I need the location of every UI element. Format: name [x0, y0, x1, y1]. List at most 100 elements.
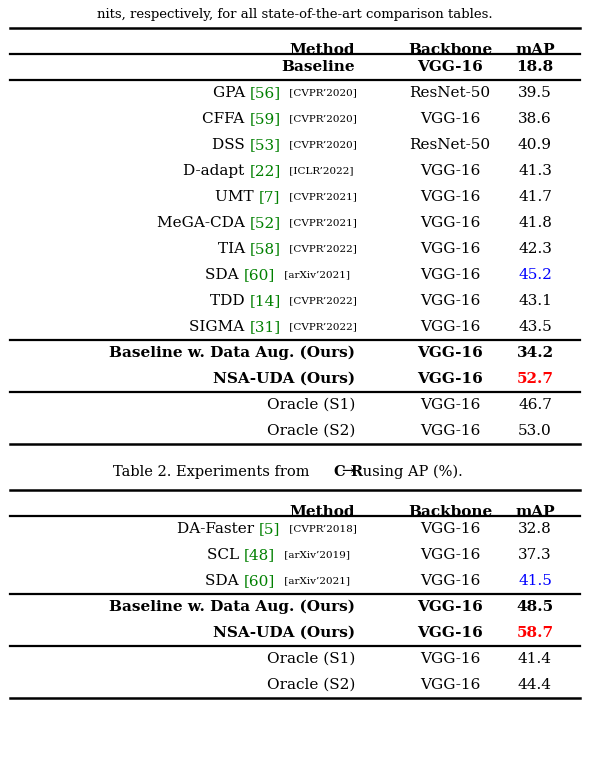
Text: Baseline: Baseline: [281, 60, 355, 74]
Text: 41.5: 41.5: [518, 574, 552, 588]
Text: VGG-16: VGG-16: [420, 294, 480, 308]
Text: Backbone: Backbone: [408, 43, 492, 57]
Text: Baseline w. Data Aug. (Ours): Baseline w. Data Aug. (Ours): [109, 346, 355, 360]
Text: 43.1: 43.1: [518, 294, 552, 308]
Text: [CVPR’2020]: [CVPR’2020]: [286, 115, 357, 123]
Text: TIA: TIA: [218, 242, 250, 256]
Text: DA-Faster: DA-Faster: [177, 522, 259, 536]
Text: [60]: [60]: [244, 574, 275, 588]
Text: [CVPR’2021]: [CVPR’2021]: [286, 192, 357, 201]
Text: C: C: [333, 465, 345, 479]
Text: 45.2: 45.2: [518, 268, 552, 282]
Text: 41.4: 41.4: [518, 652, 552, 666]
Text: mAP: mAP: [515, 505, 555, 519]
Text: Oracle (S2): Oracle (S2): [267, 678, 355, 692]
Text: ResNet-50: ResNet-50: [409, 138, 490, 152]
Text: [59]: [59]: [250, 112, 281, 126]
Text: [48]: [48]: [244, 548, 275, 562]
Text: [ICLR’2022]: [ICLR’2022]: [286, 166, 354, 176]
Text: Oracle (S1): Oracle (S1): [267, 398, 355, 412]
Text: VGG-16: VGG-16: [420, 242, 480, 256]
Text: [60]: [60]: [244, 268, 275, 282]
Text: →: →: [342, 465, 354, 479]
Text: DSS: DSS: [212, 138, 250, 152]
Text: VGG-16: VGG-16: [420, 548, 480, 562]
Text: VGG-16: VGG-16: [420, 320, 480, 334]
Text: [CVPR’2022]: [CVPR’2022]: [286, 296, 357, 306]
Text: 18.8: 18.8: [516, 60, 553, 74]
Text: 37.3: 37.3: [518, 548, 552, 562]
Text: [arXiv’2021]: [arXiv’2021]: [280, 577, 349, 585]
Text: 34.2: 34.2: [516, 346, 553, 360]
Text: NSA-UDA (Ours): NSA-UDA (Ours): [213, 626, 355, 640]
Text: [53]: [53]: [250, 138, 281, 152]
Text: 39.5: 39.5: [518, 86, 552, 100]
Text: VGG-16: VGG-16: [417, 600, 483, 614]
Text: VGG-16: VGG-16: [420, 190, 480, 204]
Text: SCL: SCL: [207, 548, 244, 562]
Text: [CVPR’2018]: [CVPR’2018]: [286, 524, 357, 534]
Text: 53.0: 53.0: [518, 424, 552, 438]
Text: VGG-16: VGG-16: [417, 346, 483, 360]
Text: VGG-16: VGG-16: [417, 372, 483, 386]
Text: Oracle (S2): Oracle (S2): [267, 424, 355, 438]
Text: 41.3: 41.3: [518, 164, 552, 178]
Text: VGG-16: VGG-16: [420, 574, 480, 588]
Text: 52.7: 52.7: [516, 372, 553, 386]
Text: MeGA-CDA: MeGA-CDA: [157, 216, 250, 230]
Text: 38.6: 38.6: [518, 112, 552, 126]
Text: [7]: [7]: [259, 190, 280, 204]
Text: VGG-16: VGG-16: [420, 216, 480, 230]
Text: Method: Method: [290, 505, 355, 519]
Text: SDA: SDA: [205, 268, 244, 282]
Text: [CVPR’2021]: [CVPR’2021]: [286, 219, 357, 227]
Text: 46.7: 46.7: [518, 398, 552, 412]
Text: VGG-16: VGG-16: [420, 164, 480, 178]
Text: Table 2. Experiments from: Table 2. Experiments from: [113, 465, 314, 479]
Text: 42.3: 42.3: [518, 242, 552, 256]
Text: [56]: [56]: [250, 86, 281, 100]
Text: Baseline w. Data Aug. (Ours): Baseline w. Data Aug. (Ours): [109, 600, 355, 614]
Text: GPA: GPA: [212, 86, 250, 100]
Text: [arXiv’2021]: [arXiv’2021]: [280, 271, 349, 280]
Text: SDA: SDA: [205, 574, 244, 588]
Text: D-adapt: D-adapt: [183, 164, 250, 178]
Text: [52]: [52]: [250, 216, 281, 230]
Text: [CVPR’2020]: [CVPR’2020]: [286, 88, 357, 97]
Text: Backbone: Backbone: [408, 505, 492, 519]
Text: Oracle (S1): Oracle (S1): [267, 652, 355, 666]
Text: [14]: [14]: [250, 294, 281, 308]
Text: [CVPR’2022]: [CVPR’2022]: [286, 322, 357, 331]
Text: Method: Method: [290, 43, 355, 57]
Text: UMT: UMT: [215, 190, 259, 204]
Text: 40.9: 40.9: [518, 138, 552, 152]
Text: VGG-16: VGG-16: [420, 678, 480, 692]
Text: [arXiv’2019]: [arXiv’2019]: [280, 550, 349, 559]
Text: [31]: [31]: [250, 320, 281, 334]
Text: [58]: [58]: [250, 242, 281, 256]
Text: TDD: TDD: [210, 294, 250, 308]
Text: VGG-16: VGG-16: [420, 268, 480, 282]
Text: [5]: [5]: [259, 522, 280, 536]
Text: [22]: [22]: [250, 164, 281, 178]
Text: using AP (%).: using AP (%).: [359, 465, 463, 480]
Text: 32.8: 32.8: [518, 522, 552, 536]
Text: VGG-16: VGG-16: [417, 60, 483, 74]
Text: VGG-16: VGG-16: [420, 112, 480, 126]
Text: VGG-16: VGG-16: [420, 424, 480, 438]
Text: VGG-16: VGG-16: [420, 652, 480, 666]
Text: [CVPR’2022]: [CVPR’2022]: [286, 245, 357, 254]
Text: VGG-16: VGG-16: [420, 522, 480, 536]
Text: 41.7: 41.7: [518, 190, 552, 204]
Text: SIGMA: SIGMA: [189, 320, 250, 334]
Text: 41.8: 41.8: [518, 216, 552, 230]
Text: [CVPR’2020]: [CVPR’2020]: [286, 141, 357, 150]
Text: mAP: mAP: [515, 43, 555, 57]
Text: 43.5: 43.5: [518, 320, 552, 334]
Text: nits, respectively, for all state-of-the-art comparison tables.: nits, respectively, for all state-of-the…: [97, 8, 493, 21]
Text: CFFA: CFFA: [202, 112, 250, 126]
Text: NSA-UDA (Ours): NSA-UDA (Ours): [213, 372, 355, 386]
Text: 58.7: 58.7: [516, 626, 553, 640]
Text: VGG-16: VGG-16: [420, 398, 480, 412]
Text: 44.4: 44.4: [518, 678, 552, 692]
